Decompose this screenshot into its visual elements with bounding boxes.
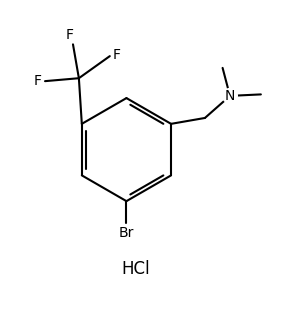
Text: F: F [34,74,42,88]
Text: HCl: HCl [121,260,150,278]
Circle shape [223,89,237,103]
Text: Br: Br [119,225,134,239]
Text: N: N [225,89,235,103]
Text: F: F [66,28,74,42]
Text: F: F [113,48,121,62]
